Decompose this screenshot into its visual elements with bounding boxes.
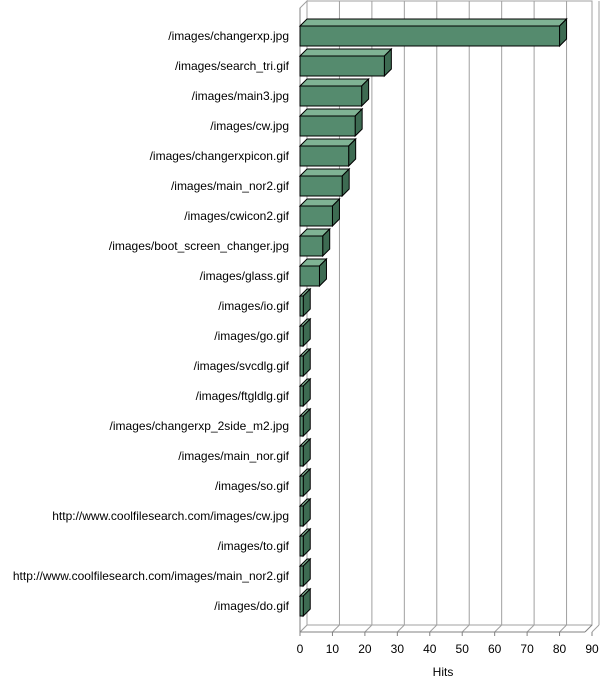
bar-group	[298, 407, 312, 438]
category-label: /images/cwicon2.gif	[184, 209, 289, 223]
x-axis-depth-line	[584, 624, 593, 633]
category-label: /images/changerxpicon.gif	[150, 149, 290, 163]
bar	[299, 25, 561, 47]
bar-group	[298, 317, 312, 348]
category-label: /images/io.gif	[218, 299, 289, 313]
bar-group	[298, 527, 312, 558]
bar-group	[298, 47, 393, 78]
bar	[299, 205, 333, 227]
bar	[299, 385, 304, 407]
bar-group	[298, 77, 370, 108]
floor-gridline	[494, 624, 503, 633]
x-tick-label: 80	[553, 642, 567, 656]
bar-group	[298, 287, 312, 318]
category-label: /images/main_nor2.gif	[171, 179, 290, 193]
floor-gridline	[332, 624, 340, 633]
category-label: /images/main3.jpg	[192, 89, 289, 103]
bar	[299, 565, 304, 587]
category-label: http://www.coolfilesearch.com/images/mai…	[13, 569, 290, 583]
x-tick-label: 60	[488, 642, 502, 656]
bar-top	[298, 18, 568, 27]
floor-gridline	[461, 624, 470, 633]
category-label: /images/so.gif	[215, 479, 290, 493]
bar	[299, 595, 304, 617]
bar-group	[298, 437, 312, 468]
bar	[299, 445, 304, 467]
bar	[299, 505, 304, 527]
category-label: /images/to.gif	[218, 539, 290, 553]
bar-top	[298, 168, 351, 177]
x-tick-label: 10	[326, 642, 340, 656]
x-axis-title: Hits	[433, 665, 454, 679]
category-labels: /images/changerxp.jpg/images/search_tri.…	[13, 29, 290, 613]
bar	[299, 85, 363, 107]
bar	[299, 115, 356, 137]
x-tick-labels: 0 10 20 30 40 50 60 70 80 90	[297, 642, 599, 656]
bar-group	[298, 257, 328, 288]
x-tick-label: 50	[456, 642, 470, 656]
bar-group	[298, 347, 312, 378]
floor-gridline	[526, 624, 535, 633]
bar	[299, 415, 304, 437]
bar-group	[298, 467, 312, 498]
category-label: /images/svcdlg.gif	[194, 359, 290, 373]
category-label: /images/glass.gif	[200, 269, 290, 283]
bar-top	[298, 108, 364, 117]
x-tick-label: 30	[391, 642, 405, 656]
bar-group	[298, 497, 312, 528]
x-tick-label: 40	[423, 642, 437, 656]
category-label: /images/go.gif	[214, 329, 289, 343]
bar	[299, 265, 320, 287]
floor-gridline	[429, 624, 438, 633]
bar-group	[298, 377, 312, 408]
category-label: /images/changerxp.jpg	[168, 29, 289, 43]
category-label: /images/cw.jpg	[210, 119, 289, 133]
bar-group	[298, 557, 312, 588]
bar-top	[298, 48, 393, 57]
bar-top	[298, 78, 370, 87]
bar-group	[298, 137, 357, 168]
bar	[299, 295, 304, 317]
bar	[299, 55, 385, 77]
bar-top	[298, 138, 357, 147]
bars	[298, 17, 568, 618]
bar-group	[298, 17, 568, 48]
category-label: /images/changerxp_2side_m2.jpg	[110, 419, 289, 433]
bar	[299, 355, 304, 377]
category-label: /images/do.gif	[214, 599, 289, 613]
category-label: /images/main_nor.gif	[178, 449, 289, 463]
axes	[299, 8, 593, 636]
category-label: http://www.coolfilesearch.com/images/cw.…	[52, 509, 289, 523]
floor-gridline	[396, 624, 405, 633]
x-tick-label: 90	[585, 642, 599, 656]
bar	[299, 235, 324, 257]
category-label: /images/boot_screen_changer.jpg	[109, 239, 289, 253]
bar	[299, 475, 304, 497]
x-tick-label: 0	[297, 642, 304, 656]
bar-group	[298, 227, 331, 258]
bar-group	[298, 167, 351, 198]
bar	[299, 325, 304, 347]
bar-group	[298, 107, 364, 138]
bar	[299, 535, 304, 557]
bar	[299, 145, 350, 167]
floor-gridline	[591, 624, 600, 633]
floor-gridline	[559, 624, 567, 633]
bar-group	[298, 587, 312, 618]
bar-group	[298, 197, 341, 228]
category-label: /images/ftgldlg.gif	[196, 389, 290, 403]
x-tick-label: 20	[358, 642, 372, 656]
floor-gridline	[364, 624, 373, 633]
bar	[299, 175, 343, 197]
x-tick-label: 70	[520, 642, 534, 656]
category-label: /images/search_tri.gif	[175, 59, 290, 73]
